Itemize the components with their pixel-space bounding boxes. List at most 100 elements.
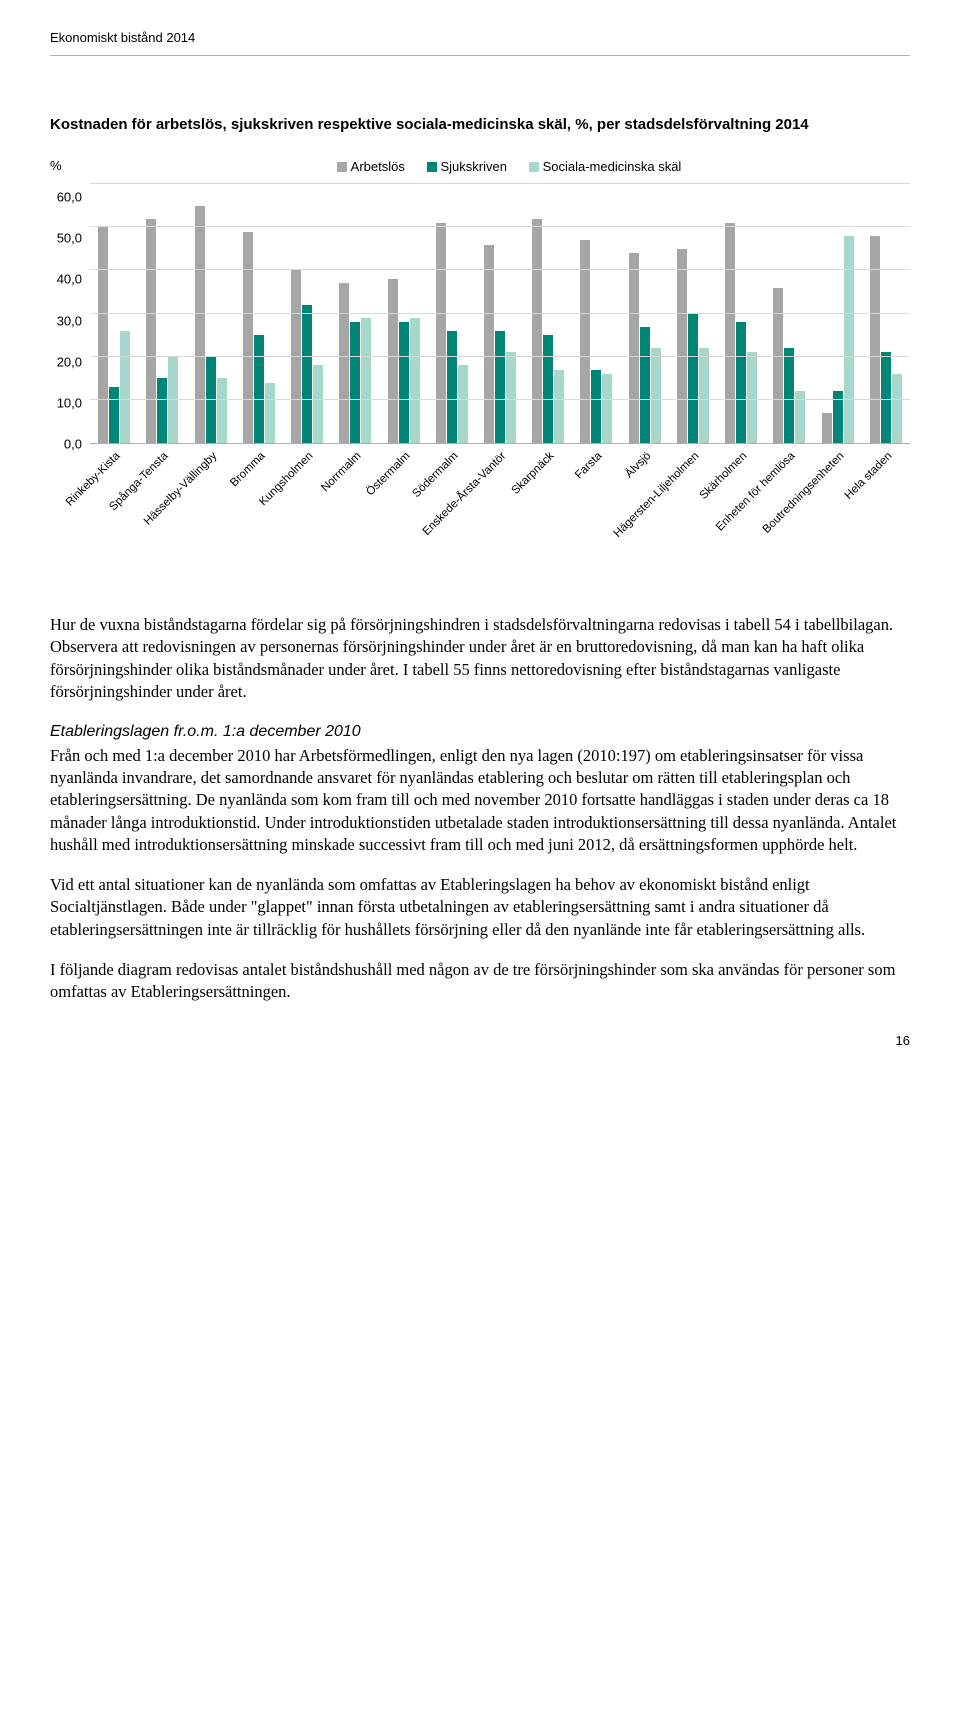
gridline (90, 313, 910, 314)
bar (870, 236, 880, 443)
bar (784, 348, 794, 443)
paragraph-4: I följande diagram redovisas antalet bis… (50, 959, 910, 1004)
legend-label-0: Arbetslös (351, 159, 405, 174)
gridline (90, 183, 910, 184)
bar (109, 387, 119, 443)
bar (822, 413, 832, 443)
bar (157, 378, 167, 443)
bar (195, 206, 205, 443)
y-tick: 0,0 (50, 438, 82, 451)
bar-group (138, 184, 186, 443)
bar (339, 283, 349, 443)
plot-area (90, 184, 910, 444)
y-tick: 20,0 (50, 355, 82, 368)
bar-group (524, 184, 572, 443)
bar (506, 352, 516, 443)
paragraph-2: Från och med 1:a december 2010 har Arbet… (50, 745, 910, 856)
bar (410, 318, 420, 443)
page-number: 16 (50, 1033, 910, 1048)
bar-group (235, 184, 283, 443)
legend-swatch-0 (337, 162, 347, 172)
bar-group (717, 184, 765, 443)
legend-swatch-2 (529, 162, 539, 172)
bar (436, 223, 446, 443)
bar (495, 331, 505, 443)
x-label: Norrmalm (331, 444, 379, 554)
bar-group (621, 184, 669, 443)
bar-group (765, 184, 813, 443)
bar (388, 279, 398, 443)
bar (361, 318, 371, 443)
x-label: Farsta (572, 444, 620, 554)
paragraph-1: Hur de vuxna biståndstagarna fördelar si… (50, 614, 910, 703)
chart-legend: % Arbetslös Sjukskriven Sociala-medicins… (90, 158, 910, 174)
bar (291, 270, 301, 443)
bar (651, 348, 661, 443)
bar-group (476, 184, 524, 443)
bar (313, 365, 323, 443)
bar-group (90, 184, 138, 443)
legend-label-2: Sociala-medicinska skäl (543, 159, 682, 174)
bar-group (186, 184, 234, 443)
bar (881, 352, 891, 443)
bar (554, 370, 564, 443)
bar (458, 365, 468, 443)
bar (773, 288, 783, 443)
x-axis: Rinkeby-KistaSpånga-TenstaHässelby-Välli… (90, 444, 910, 554)
bar (302, 305, 312, 443)
page-header: Ekonomiskt bistånd 2014 (50, 30, 910, 56)
bar (484, 245, 494, 444)
legend-label-1: Sjukskriven (441, 159, 507, 174)
bar (254, 335, 264, 443)
bar-group (572, 184, 620, 443)
bar (699, 348, 709, 443)
bar (120, 331, 130, 443)
bar (725, 223, 735, 443)
x-label: Hela staden (862, 444, 910, 554)
bar-groups (90, 184, 910, 443)
x-label: Hägersten-Liljeholmen (669, 444, 717, 554)
x-label: Hässelby-Vällingby (186, 444, 234, 554)
x-label: Skarpnäck (524, 444, 572, 554)
bar (602, 374, 612, 443)
gridline (90, 226, 910, 227)
gridline (90, 356, 910, 357)
bar-group (283, 184, 331, 443)
y-tick: 40,0 (50, 273, 82, 286)
bar (350, 322, 360, 443)
bar (98, 227, 108, 443)
bar-group (331, 184, 379, 443)
bar (688, 314, 698, 444)
gridline (90, 399, 910, 400)
bar (146, 219, 156, 443)
y-tick: 10,0 (50, 396, 82, 409)
bar (736, 322, 746, 443)
bar (591, 370, 601, 443)
x-label: Boutredningsenheten (814, 444, 862, 554)
y-tick: 60,0 (50, 191, 82, 204)
bar-group (862, 184, 910, 443)
bar (747, 352, 757, 443)
bar-group (814, 184, 862, 443)
gridline (90, 269, 910, 270)
bar (844, 236, 854, 443)
y-tick: 50,0 (50, 232, 82, 245)
bar (640, 327, 650, 444)
x-label: Enskede-Årsta-Vantör (476, 444, 524, 554)
bar (580, 240, 590, 443)
bar-group (379, 184, 427, 443)
bar (243, 232, 253, 444)
bar (677, 249, 687, 443)
y-tick: 30,0 (50, 314, 82, 327)
bar (399, 322, 409, 443)
x-label: Kungsholmen (283, 444, 331, 554)
bar (217, 378, 227, 443)
y-axis: 60,050,040,030,020,010,00,0 (50, 184, 90, 444)
bar (532, 219, 542, 443)
x-label: Östermalm (379, 444, 427, 554)
bar (892, 374, 902, 443)
bar (447, 331, 457, 443)
paragraph-3: Vid ett antal situationer kan de nyanlän… (50, 874, 910, 941)
bar (265, 383, 275, 443)
bar-group (669, 184, 717, 443)
